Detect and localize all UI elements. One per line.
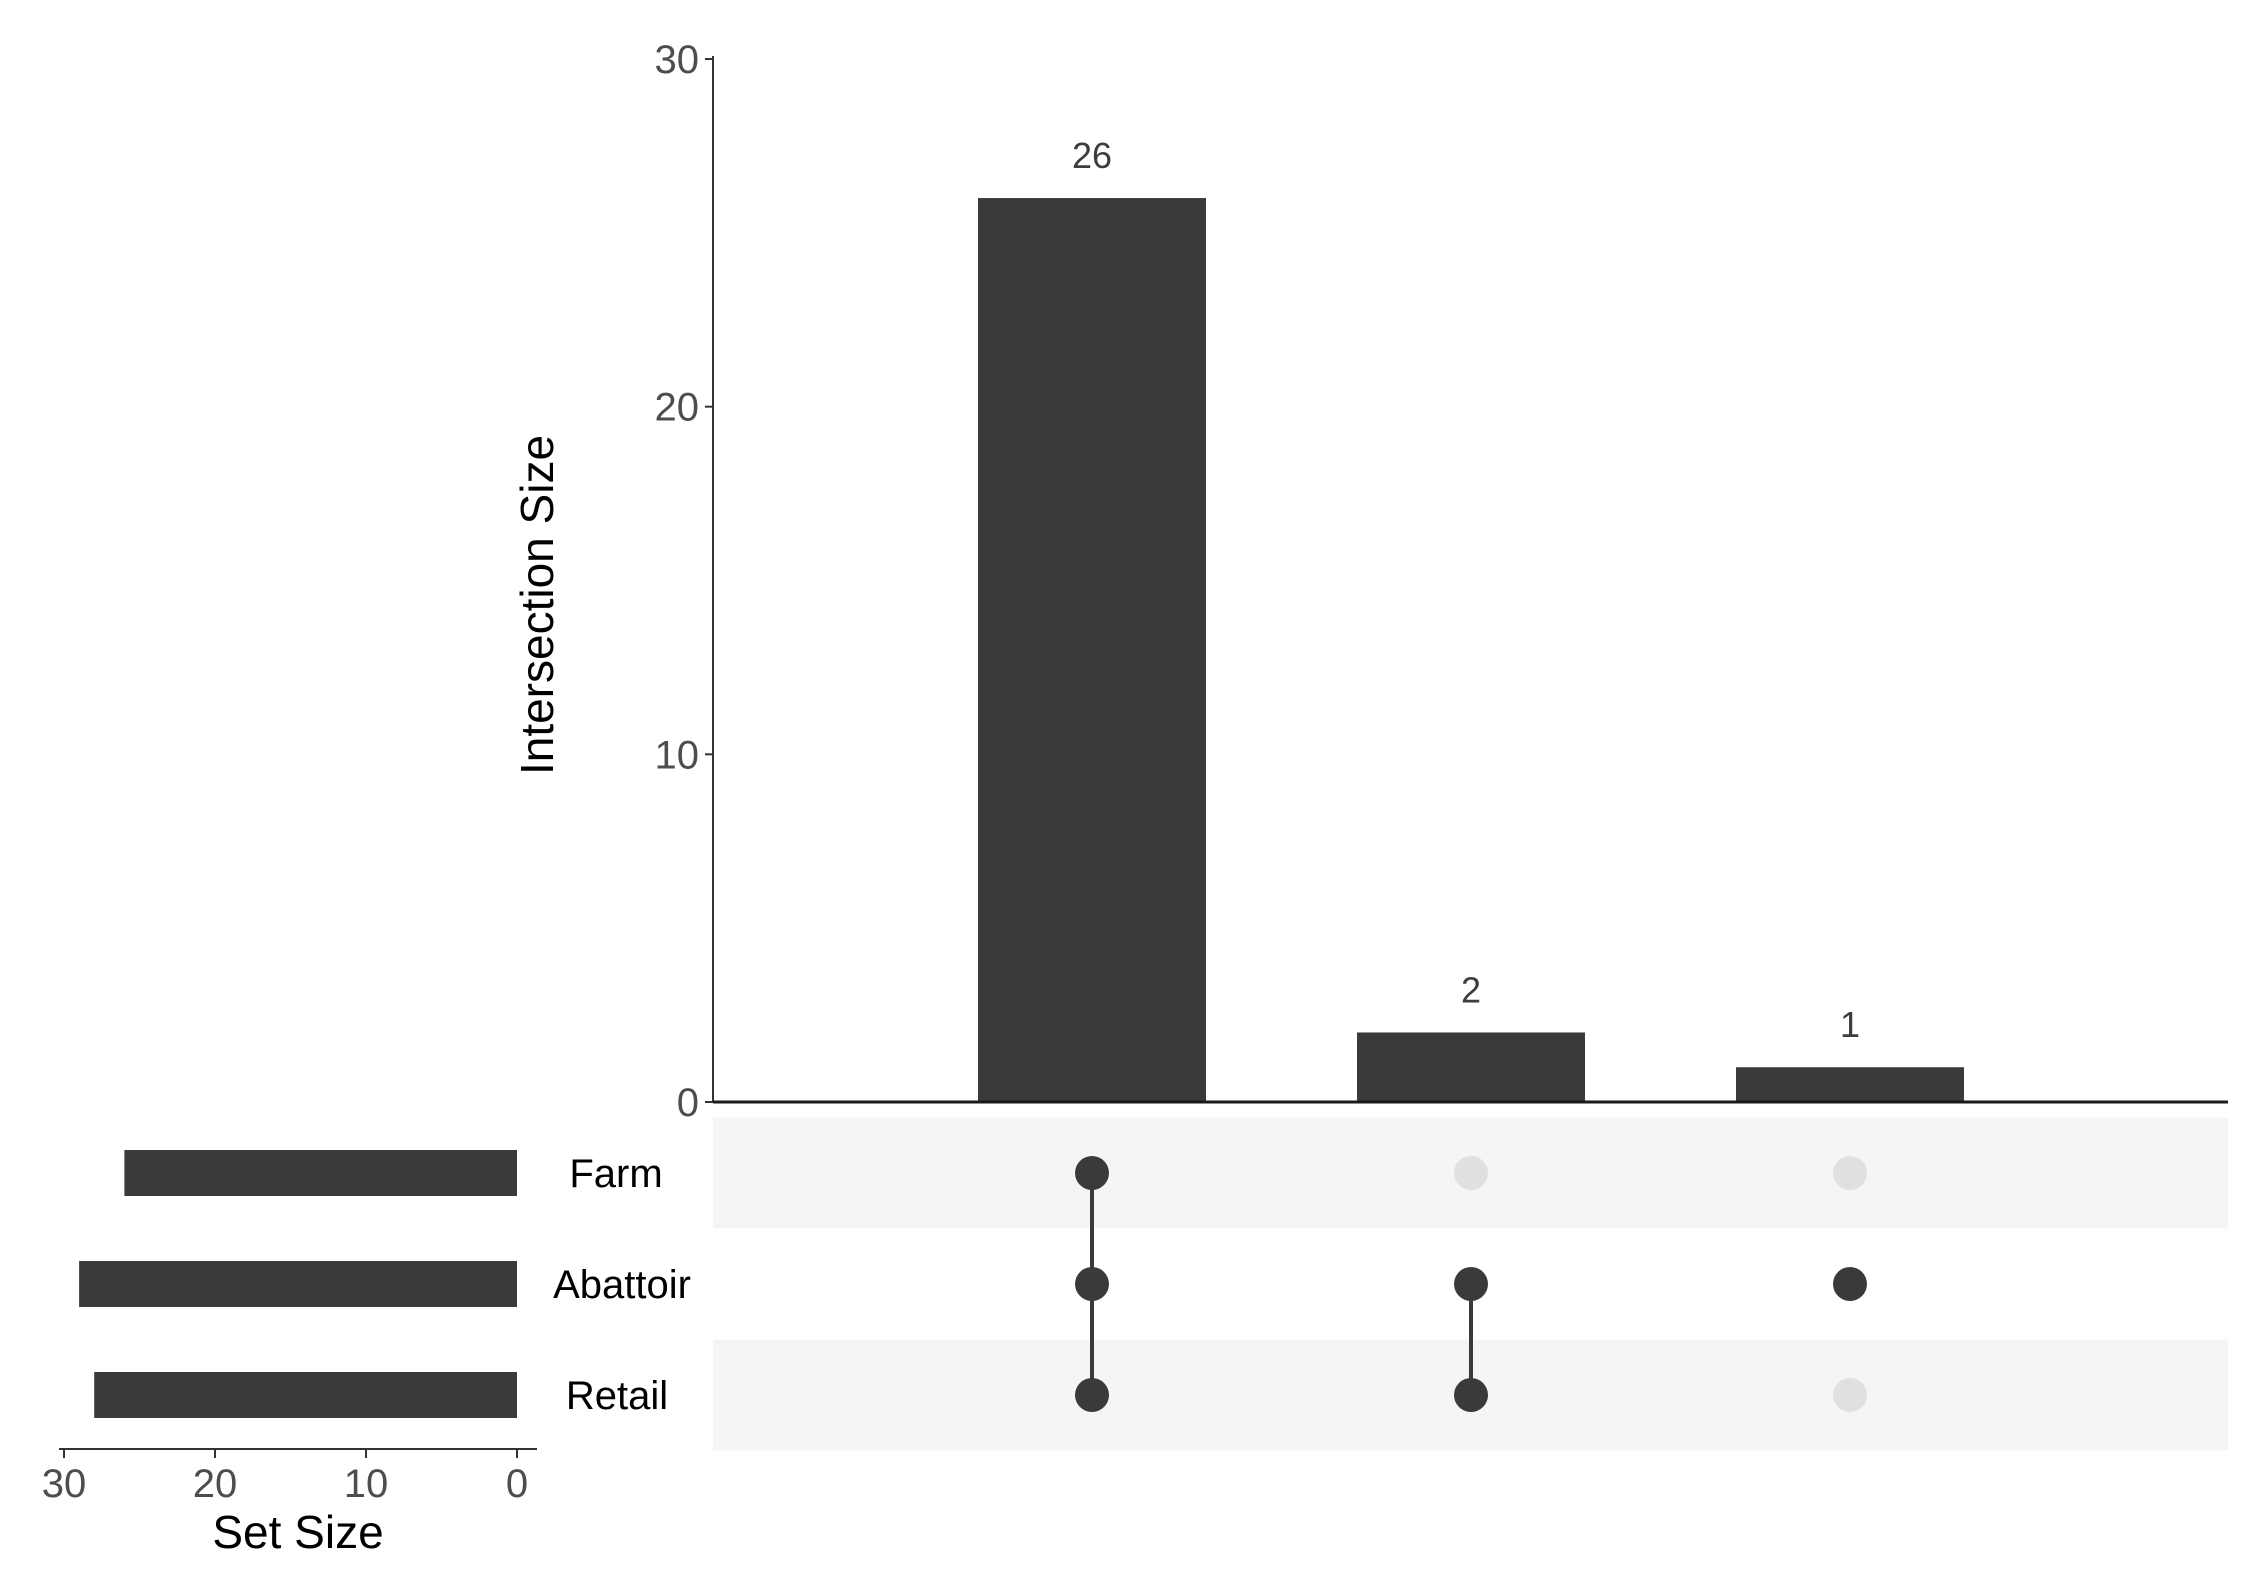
matrix-dot-2-retail — [1454, 1378, 1488, 1412]
intersection-bar-3 — [1736, 1067, 1964, 1102]
set-size-axis: 30 20 10 0 Set Size — [42, 1448, 537, 1558]
y-tick-labels: 0 10 20 30 — [655, 38, 700, 1125]
intersection-matrix — [1075, 1156, 1867, 1412]
set-bar-retail — [94, 1372, 517, 1418]
intersection-bars — [978, 198, 1964, 1103]
bar-label-1: 26 — [1072, 135, 1112, 176]
matrix-dot-2-abattoir — [1454, 1267, 1488, 1301]
set-labels: Farm Abattoir Retail — [553, 1152, 691, 1418]
set-label-abattoir: Abattoir — [553, 1263, 691, 1307]
matrix-dot-2-farm — [1454, 1156, 1488, 1190]
set-tick-label-30: 30 — [42, 1462, 87, 1506]
matrix-dot-1-abattoir — [1075, 1267, 1109, 1301]
y-tick-label-20: 20 — [655, 386, 700, 430]
bar-label-3: 1 — [1840, 1004, 1860, 1045]
matrix-dot-3-abattoir — [1833, 1267, 1867, 1301]
intersection-y-axis: 0 10 20 30 Intersection Size — [511, 38, 2228, 1125]
set-tick-label-20: 20 — [193, 1462, 238, 1506]
set-bar-farm — [124, 1150, 518, 1196]
set-tick-label-0: 0 — [506, 1462, 528, 1506]
matrix-dot-1-farm — [1075, 1156, 1109, 1190]
set-size-bars — [79, 1150, 518, 1418]
set-tick-label-10: 10 — [344, 1462, 389, 1506]
set-axis-title: Set Size — [212, 1506, 383, 1558]
set-bar-abattoir — [79, 1261, 517, 1307]
y-ticks — [705, 58, 713, 1103]
matrix-dot-1-retail — [1075, 1378, 1109, 1412]
intersection-bar-labels: 26 2 1 — [1072, 135, 1860, 1045]
matrix-dot-3-farm — [1833, 1156, 1867, 1190]
bar-label-2: 2 — [1461, 969, 1481, 1010]
intersection-bar-1 — [978, 198, 1206, 1103]
set-axis-ticks — [63, 1449, 518, 1458]
y-axis-title: Intersection Size — [511, 435, 563, 775]
intersection-bar-2 — [1357, 1032, 1585, 1102]
matrix-dot-3-retail — [1833, 1378, 1867, 1412]
set-label-retail: Retail — [566, 1374, 668, 1418]
set-label-farm: Farm — [569, 1152, 662, 1196]
set-axis-tick-labels: 30 20 10 0 — [42, 1462, 528, 1506]
y-tick-label-0: 0 — [677, 1081, 699, 1125]
y-tick-label-10: 10 — [655, 733, 700, 777]
y-tick-label-30: 30 — [655, 38, 700, 82]
